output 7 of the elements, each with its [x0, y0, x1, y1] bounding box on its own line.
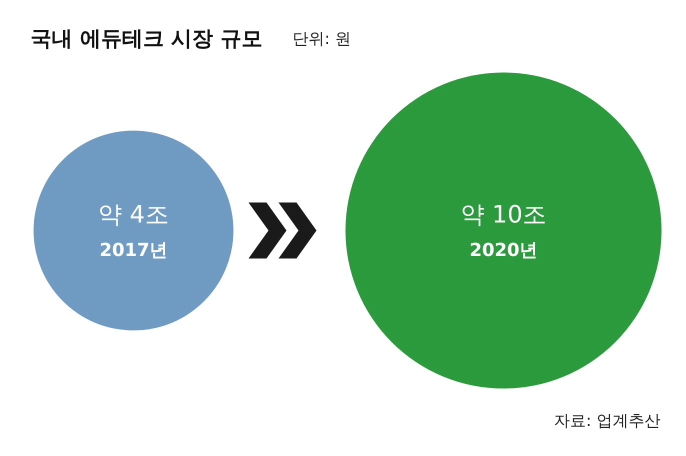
text: 국내 에듀테크 시장 규모 [30, 26, 262, 50]
category-label: 2017년 [99, 240, 168, 261]
text: 단위: 원 [292, 29, 351, 48]
category-label: 2020년 [469, 240, 538, 261]
text: 자료: 업계추산 [554, 411, 661, 430]
data-label: 약 4조 [98, 200, 169, 228]
data-label: 약 10조 [460, 200, 547, 228]
